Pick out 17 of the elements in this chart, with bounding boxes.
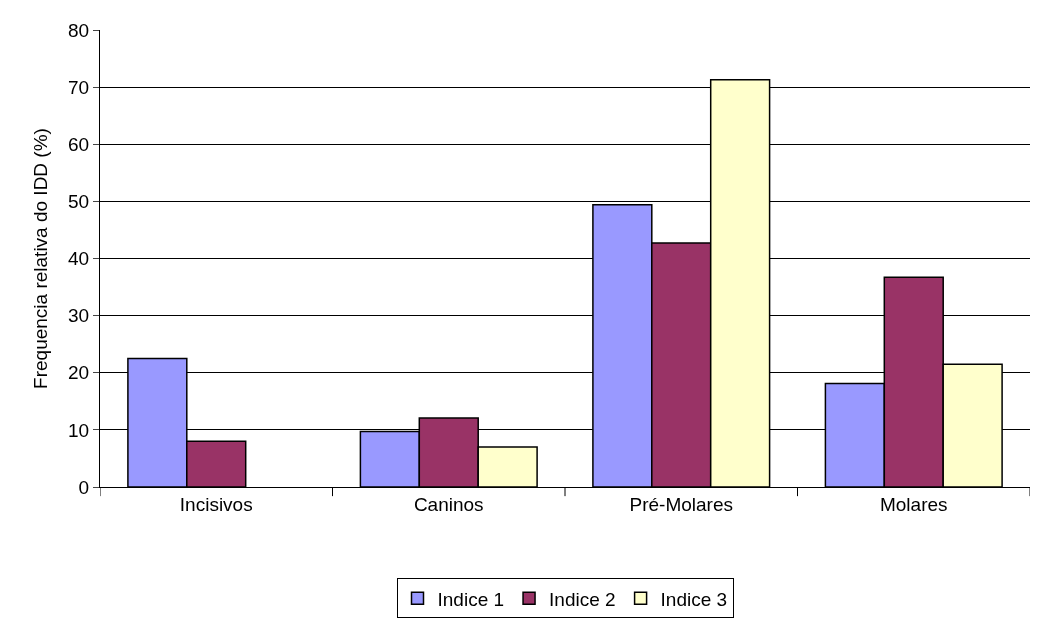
y-tick-label: 10 bbox=[68, 419, 90, 441]
y-tick-label: 40 bbox=[68, 248, 90, 270]
x-tick-label: Incisivos bbox=[179, 493, 253, 515]
legend-label: Indice 1 bbox=[437, 588, 505, 610]
y-tick-label: 50 bbox=[68, 191, 90, 213]
y-tick-label: 60 bbox=[68, 133, 90, 155]
y-axis-title: Frequencia relativa do IDD (%) bbox=[29, 128, 51, 389]
legend-label: Indice 3 bbox=[660, 588, 728, 610]
y-tick-label: 20 bbox=[68, 362, 90, 384]
x-tick-label: Molares bbox=[879, 493, 948, 515]
y-tick-label: 80 bbox=[68, 19, 90, 41]
y-tick-label: 30 bbox=[68, 305, 90, 327]
legend-label: Indice 2 bbox=[549, 588, 616, 610]
x-tick-label: Caninos bbox=[413, 493, 484, 515]
x-tick-label: Pré-Molares bbox=[629, 493, 733, 515]
y-tick-label: 70 bbox=[68, 76, 90, 98]
y-tick-label: 0 bbox=[78, 476, 90, 498]
